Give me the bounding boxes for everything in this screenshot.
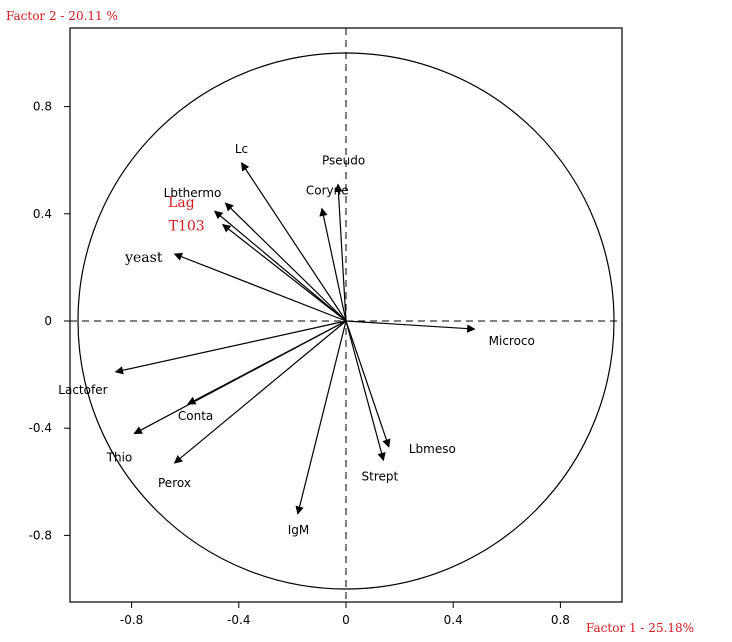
x-axis-title: Factor 1 - 25.18% xyxy=(586,621,694,635)
vector-arrow xyxy=(214,210,347,322)
vector-arrow xyxy=(319,207,347,322)
y-tick-label: -0.4 xyxy=(29,421,52,435)
x-tick-label: 0 xyxy=(342,613,350,627)
y-axis-title: Factor 2 - 20.11 % xyxy=(6,9,118,23)
vector-label: Thio xyxy=(106,451,133,465)
ticks-group: -0.8 -0.4 0 0.4 0.8 0.8 0.4 0 -0.4 -0.8 xyxy=(29,100,570,627)
vector-label: Lbmeso xyxy=(409,442,456,456)
vector-label: T103 xyxy=(169,219,205,235)
vector-arrow xyxy=(345,320,476,333)
vector-arrow xyxy=(295,320,347,515)
vector-arrow xyxy=(224,202,347,322)
vector-arrow xyxy=(345,320,391,448)
vector-arrow xyxy=(345,320,386,462)
x-tick-label: 0.4 xyxy=(444,613,463,627)
vector-label: Strept xyxy=(362,469,399,483)
vector-arrow xyxy=(173,320,347,464)
vector-label: Pseudo xyxy=(322,153,365,167)
vector-arrow xyxy=(334,183,347,322)
x-tick-label: -0.4 xyxy=(227,613,250,627)
vector-label: Perox xyxy=(158,476,191,490)
vector-label: Lag xyxy=(168,195,195,211)
y-tick-label: 0 xyxy=(44,314,52,328)
vector-label: yeast xyxy=(124,250,163,266)
vector-label: Conta xyxy=(178,409,213,423)
x-tick-label: 0.8 xyxy=(551,613,570,627)
vector-label: Lactofer xyxy=(58,383,107,397)
vector-arrow xyxy=(240,162,347,322)
vector-arrow xyxy=(173,252,347,322)
vector-arrow xyxy=(222,224,347,322)
vector-arrow xyxy=(133,320,347,435)
vector-arrow xyxy=(114,320,347,375)
x-tick-label: -0.8 xyxy=(120,613,143,627)
vector-label: Lbthermo xyxy=(164,186,222,200)
y-tick-label: 0.4 xyxy=(33,207,52,221)
y-tick-label: 0.8 xyxy=(33,100,52,114)
vectors-group: Lc Lbthermo Coryne Pseudo Lag T103 yeast Micro­… xyxy=(58,142,535,537)
vector-label: Lc xyxy=(235,142,248,156)
y-tick-label: -0.8 xyxy=(29,528,52,542)
vector-label: IgM xyxy=(288,523,310,537)
vector-label: Coryne xyxy=(306,183,349,197)
vector-label: Micro­co xyxy=(489,334,535,348)
